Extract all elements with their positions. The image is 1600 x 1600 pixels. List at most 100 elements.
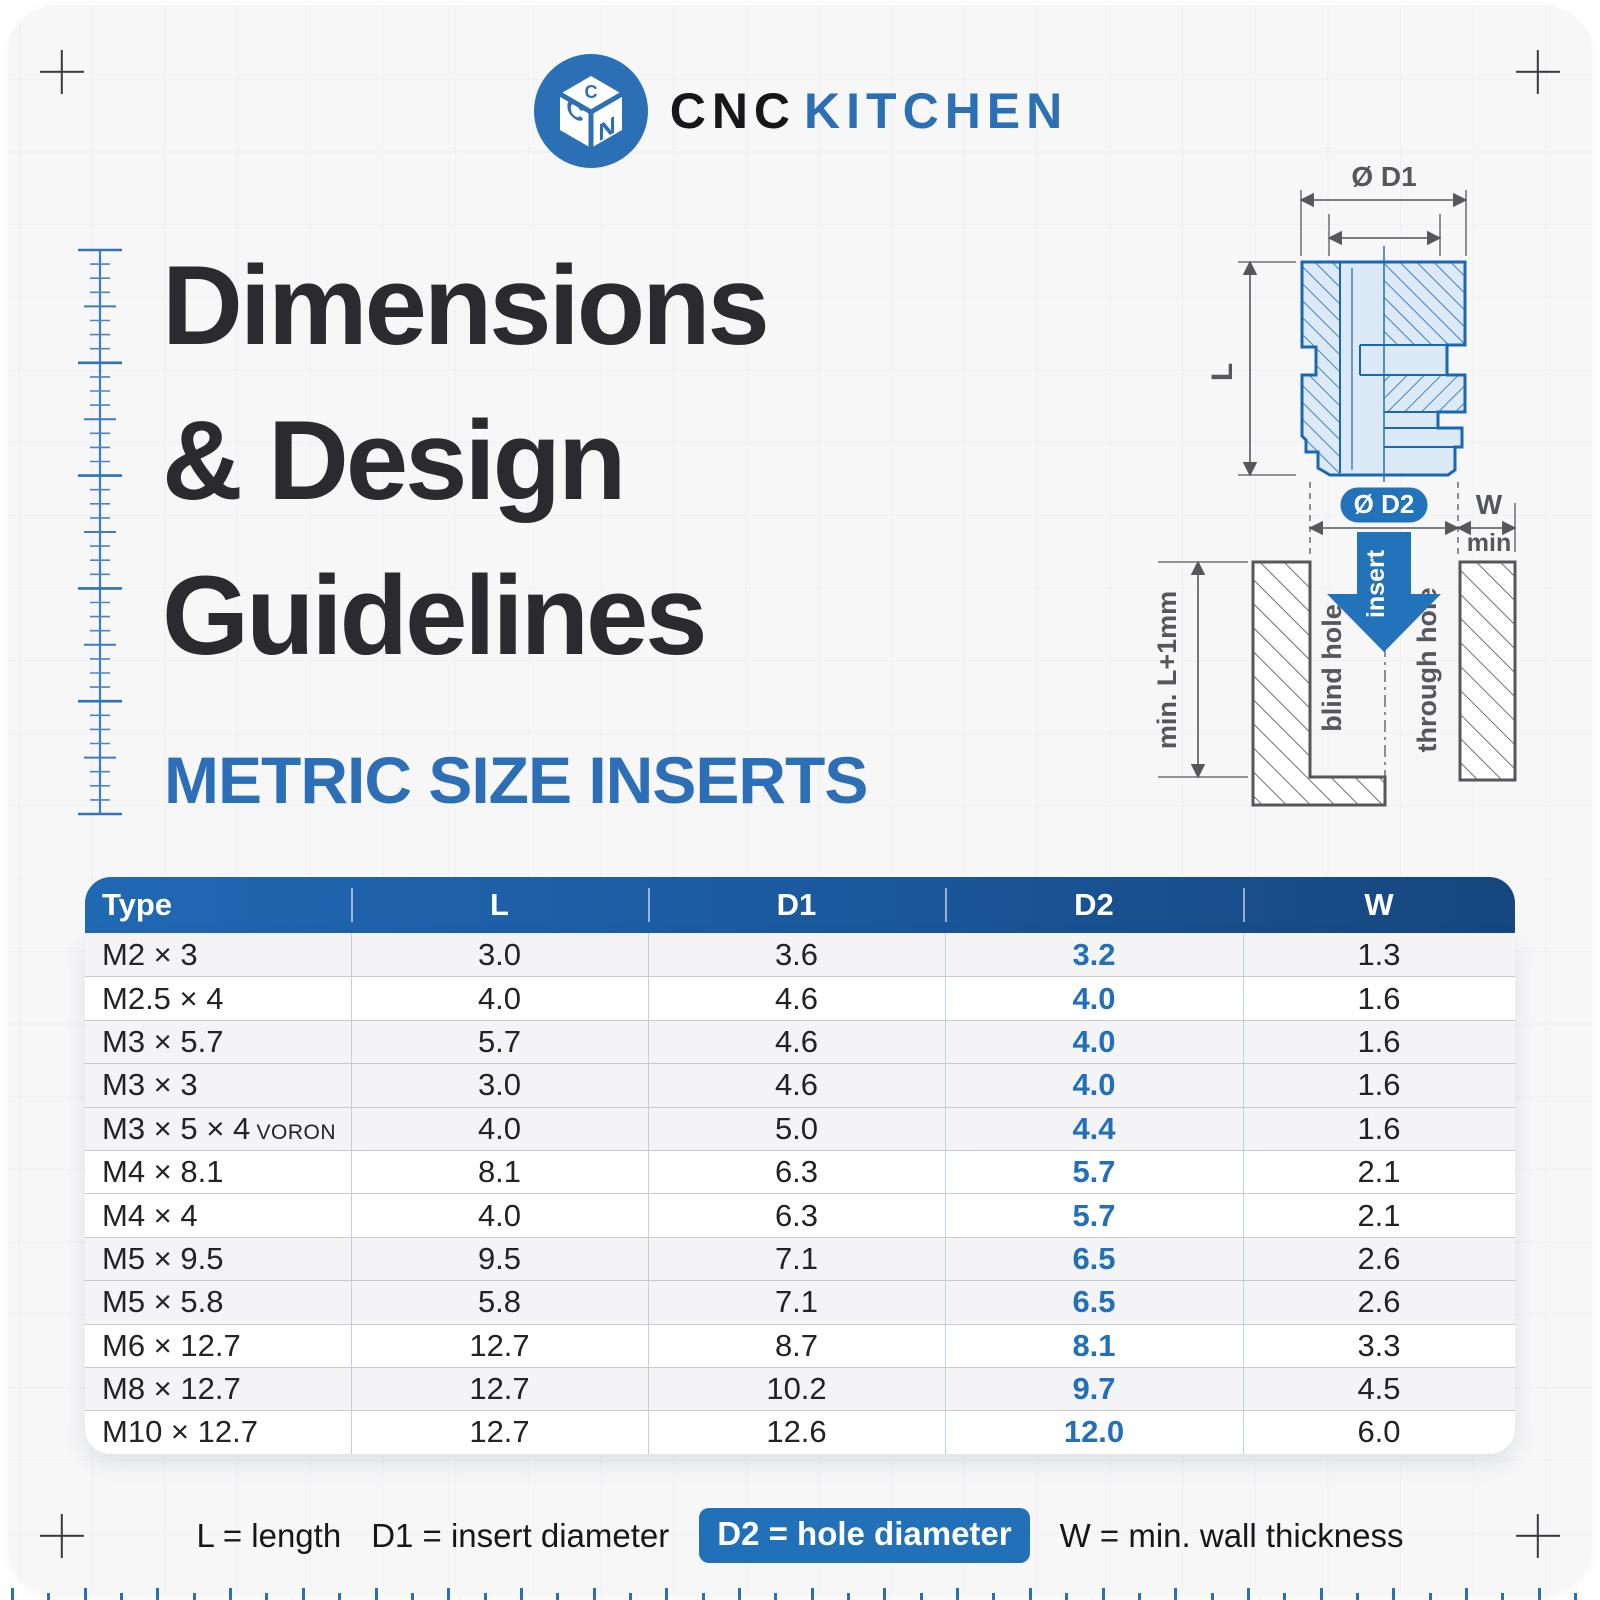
- brand-kitchen-text: KITCHEN: [804, 83, 1069, 139]
- bottom-tick: [1319, 1588, 1323, 1600]
- bottom-tick: [156, 1588, 160, 1600]
- header-separator: [1243, 888, 1245, 922]
- column-separator: [351, 933, 352, 1454]
- bottom-tick: [810, 1588, 814, 1600]
- bottom-tick: [919, 1593, 923, 1600]
- cell-d1: 4.6: [774, 1023, 819, 1059]
- cell-l: 3.0: [477, 1067, 522, 1103]
- table-row: M5 × 9.5 9.5 7.1 6.5 2.6: [85, 1236, 1515, 1281]
- table-row: M2.5 × 4 4.0 4.6 4.0 1.6: [85, 976, 1515, 1020]
- legend-item: L = length: [196, 1516, 342, 1554]
- cell-type: M3 × 5.7: [102, 1023, 224, 1059]
- cell-type: M6 × 12.7: [102, 1327, 241, 1363]
- bottom-tick: [192, 1593, 196, 1600]
- cell-w: 2.6: [1357, 1240, 1401, 1276]
- bottom-tick: [483, 1593, 487, 1600]
- cell-w: 2.1: [1357, 1197, 1401, 1233]
- legend-item: D1 = insert diameter: [371, 1516, 670, 1554]
- cell-w: 1.6: [1357, 1023, 1401, 1059]
- bottom-tick: [1028, 1588, 1032, 1600]
- bottom-tick: [628, 1593, 632, 1600]
- bottom-tick: [1137, 1593, 1141, 1600]
- cell-type: M3 × 5 × 4 VORON: [102, 1110, 337, 1146]
- cell-l: 12.7: [469, 1371, 530, 1407]
- page-title: Dimensions & Design Guidelines: [162, 228, 770, 693]
- table-row: M3 × 5 × 4 VORON 4.0 5.0 4.4 1.6: [85, 1106, 1515, 1150]
- bottom-tick: [847, 1593, 851, 1600]
- bottom-tick: [410, 1593, 414, 1600]
- table-row: M5 × 5.8 5.8 7.1 6.5 2.6: [85, 1280, 1515, 1324]
- cell-d1: 6.3: [774, 1197, 819, 1233]
- bottom-tick: [1283, 1593, 1287, 1600]
- brand-cnc-text: CNC: [669, 83, 797, 139]
- legend-pill-d2: D2 = hole diameter: [699, 1508, 1030, 1563]
- bottom-ruler-graphic: [0, 1584, 1600, 1600]
- cell-type: M5 × 9.5: [102, 1240, 224, 1276]
- bottom-tick: [883, 1588, 887, 1600]
- cell-l: 5.7: [477, 1023, 522, 1059]
- svg-text:C: C: [566, 93, 583, 129]
- bottom-tick: [774, 1593, 778, 1600]
- cell-l: 4.0: [477, 1110, 522, 1146]
- table-body: M2 × 3 3.0 3.6 3.2 1.3 M2.5 × 4 4.0 4.6 4.0 1.6 M3…: [85, 933, 1515, 1454]
- cell-w: 2.6: [1357, 1284, 1401, 1320]
- cell-type: M5 × 5.8: [102, 1284, 224, 1320]
- header-separator: [945, 888, 947, 922]
- table-row: M3 × 3 3.0 4.6 4.0 1.6: [85, 1063, 1515, 1107]
- page-subtitle: METRIC SIZE INSERTS: [164, 743, 868, 817]
- table-row: M4 × 8.1 8.1 6.3 5.7 2.1: [85, 1149, 1515, 1194]
- d1-dimension-lines: [1299, 190, 1468, 256]
- column-separator: [648, 933, 649, 1454]
- cell-l: 4.0: [477, 1197, 522, 1233]
- w-min-label: min: [1467, 529, 1511, 557]
- cell-d2: 8.1: [1072, 1327, 1116, 1363]
- legend-item: W = min. wall thickness: [1059, 1516, 1404, 1554]
- cell-d1: 3.6: [774, 936, 819, 972]
- blind-hole-label: blind hole: [1317, 604, 1347, 732]
- cell-type: M4 × 8.1: [102, 1154, 224, 1190]
- insert-direction-arrow: [1327, 532, 1441, 652]
- cell-d2: 3.2: [1072, 936, 1116, 972]
- table-row: M6 × 12.7 12.7 8.7 8.1 3.3: [85, 1323, 1515, 1367]
- d2-label: Ø D2: [1354, 489, 1415, 519]
- cell-l: 12.7: [469, 1414, 530, 1450]
- bottom-tick: [1246, 1588, 1250, 1600]
- d2-w-dimension-lines: [1308, 482, 1517, 556]
- cell-d2: 12.0: [1063, 1414, 1125, 1450]
- cell-d1: 6.3: [774, 1154, 819, 1190]
- cell-d2: 4.0: [1072, 1067, 1116, 1103]
- cell-d2: 4.0: [1072, 980, 1116, 1016]
- insert-technical-drawing: Ø D1 L blind hole through hole min. L+1m…: [1152, 161, 1517, 807]
- hole-cross-sections: [1251, 560, 1517, 807]
- bottom-tick: [1210, 1593, 1214, 1600]
- table-row: M3 × 5.7 5.7 4.6 4.0 1.6: [85, 1019, 1515, 1064]
- cell-type: M4 × 4: [102, 1197, 198, 1233]
- cell-w: 1.6: [1357, 1067, 1401, 1103]
- cell-d2: 4.4: [1072, 1110, 1116, 1146]
- bottom-tick: [1174, 1588, 1178, 1600]
- cell-d1: 8.7: [774, 1327, 819, 1363]
- vertical-ruler-graphic: [78, 248, 122, 816]
- cell-l: 3.0: [477, 936, 522, 972]
- column-header-l: L: [490, 887, 509, 922]
- bottom-tick: [738, 1588, 741, 1600]
- cell-d2: 4.0: [1072, 1023, 1116, 1059]
- cell-type: M10 × 12.7: [102, 1414, 258, 1450]
- cell-d1: 10.2: [766, 1371, 827, 1407]
- column-header-w: W: [1364, 887, 1394, 922]
- bottom-tick: [447, 1588, 451, 1600]
- bottom-tick: [592, 1588, 596, 1600]
- table-row: M8 × 12.7 12.7 10.2 9.7 4.5: [85, 1366, 1515, 1411]
- threaded-insert-drawing: [1300, 246, 1467, 482]
- title-line-3: Guidelines: [162, 553, 708, 678]
- cell-l: 12.7: [469, 1327, 530, 1363]
- cell-d2: 9.7: [1072, 1371, 1116, 1407]
- depth-dimension-lines: [1158, 560, 1248, 779]
- bottom-tick: [338, 1593, 342, 1600]
- bottom-tick: [1065, 1593, 1069, 1600]
- bottom-tick: [665, 1588, 669, 1600]
- cnc-kitchen-logo-icon: C N C: [533, 54, 648, 168]
- cell-type: M3 × 3: [102, 1067, 198, 1103]
- brand-wordmark: CNC KITCHEN: [670, 82, 1069, 140]
- cell-d1: 12.6: [766, 1414, 827, 1450]
